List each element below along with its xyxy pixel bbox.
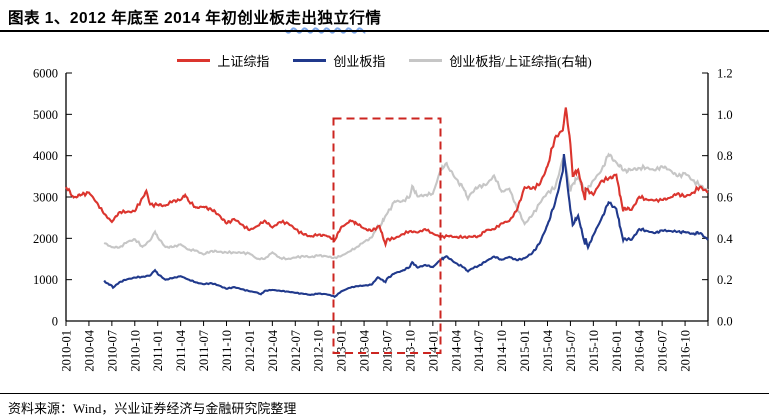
x-tick-label: 2014-07 [472, 330, 486, 372]
x-tick-label: 2014-10 [495, 330, 509, 372]
x-tick-label: 2013-10 [403, 330, 417, 372]
x-tick-label: 2013-07 [381, 330, 395, 372]
right-tick-label: 0.8 [717, 149, 733, 163]
left-tick-label: 0 [52, 315, 58, 329]
x-tick-label: 2013-04 [358, 329, 372, 371]
series-line-chinext [103, 153, 709, 299]
chinext-line-swatch [293, 59, 327, 62]
x-tick-label: 2016-04 [633, 329, 647, 371]
left-tick-label: 3000 [33, 191, 58, 205]
legend-label-chinext: 创业板指 [333, 54, 386, 69]
legend-label-sse: 上证综指 [217, 54, 270, 69]
figure-title-text: 图表 1、2012 年底至 2014 年初创业板 [8, 10, 286, 27]
figure-title-end: 情 [365, 10, 382, 27]
x-tick-label: 2011-04 [174, 329, 188, 371]
left-tick-label: 1000 [33, 273, 58, 287]
x-tick-label: 2011-01 [151, 330, 165, 371]
x-tick-label: 2014-01 [426, 330, 440, 372]
series-line-ratio [103, 152, 709, 261]
x-tick-label: 2010-04 [82, 329, 96, 371]
left-tick-label: 6000 [33, 67, 58, 81]
x-tick-label: 2010-01 [60, 330, 74, 372]
x-tick-label: 2015-07 [564, 330, 578, 372]
legend-item-chinext: 创业板指 [293, 51, 385, 70]
left-tick-label: 4000 [33, 149, 58, 163]
series-line-sse [65, 107, 709, 249]
x-tick-label: 2014-04 [449, 329, 463, 371]
x-tick-label: 2015-04 [541, 329, 555, 371]
x-tick-label: 2016-10 [679, 330, 693, 372]
sse-line-swatch [177, 59, 211, 62]
x-tick-label: 2010-10 [128, 330, 142, 372]
x-tick-label: 2015-01 [518, 330, 532, 372]
footer-divider-line [0, 393, 769, 394]
x-tick-label: 2012-01 [243, 330, 257, 372]
left-tick-label: 2000 [33, 232, 58, 246]
x-tick-label: 2012-04 [266, 329, 280, 371]
right-tick-label: 0.2 [717, 273, 733, 287]
x-tick-label: 2010-07 [105, 330, 119, 372]
x-tick-label: 2015-10 [587, 330, 601, 372]
right-tick-label: 0.4 [717, 232, 733, 246]
x-tick-label: 2011-10 [220, 330, 234, 371]
left-tick-label: 5000 [33, 108, 58, 122]
x-tick-label: 2016-01 [610, 330, 624, 372]
legend-item-ratio: 创业板指/上证综指(右轴) [409, 51, 592, 70]
title-divider-line [0, 30, 769, 32]
right-tick-label: 1.2 [717, 67, 733, 81]
legend-label-ratio: 创业板指/上证综指(右轴) [449, 54, 592, 69]
figure-title-wavy-underline-text: 走出独立行 [285, 10, 366, 27]
x-tick-label: 2016-07 [656, 330, 670, 372]
right-tick-label: 0.6 [717, 191, 733, 205]
right-tick-label: 0.0 [717, 315, 733, 329]
chart-legend: 上证综指 创业板指 创业板指/上证综指(右轴) [0, 51, 769, 70]
x-tick-label: 2012-10 [312, 330, 326, 372]
right-tick-label: 1.0 [717, 108, 733, 122]
highlight-period-box [332, 117, 442, 355]
ratio-line-swatch [409, 59, 443, 62]
figure-title: 图表 1、2012 年底至 2014 年初创业板走出独立行情 [8, 6, 381, 28]
x-tick-label: 2012-07 [289, 330, 303, 372]
legend-item-sse: 上证综指 [177, 51, 269, 70]
data-source-note: 资料来源：Wind，兴业证券经济与金融研究院整理 [8, 401, 297, 416]
x-tick-label: 2011-07 [197, 330, 211, 371]
x-tick-label: 2013-01 [335, 330, 349, 372]
